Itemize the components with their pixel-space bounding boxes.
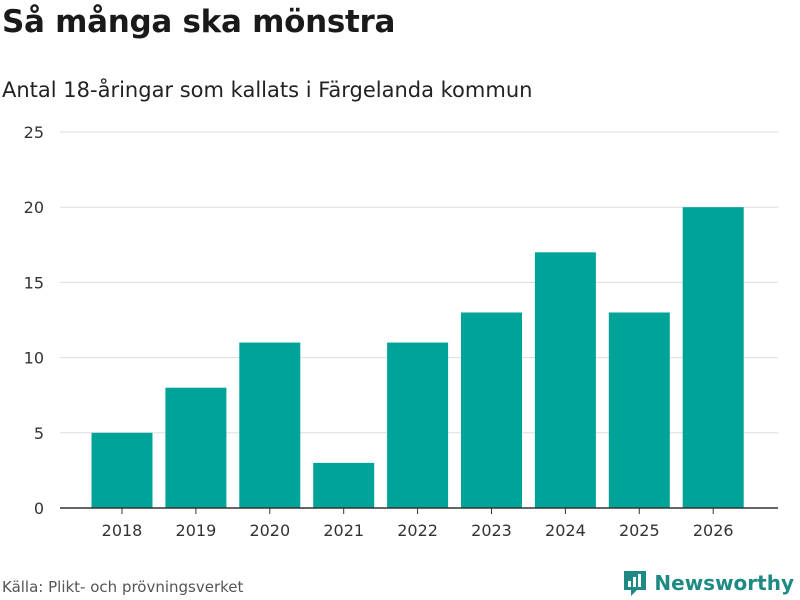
x-tick-label: 2025 — [619, 521, 660, 540]
axis-layer — [60, 507, 778, 514]
y-tick-label: 25 — [24, 123, 44, 142]
brand-name: Newsworthy — [654, 571, 794, 595]
y-tick-label: 10 — [24, 349, 44, 368]
bar-2020[interactable] — [239, 342, 301, 508]
x-tick-label: 2023 — [471, 521, 512, 540]
x-tick-label: 2026 — [693, 521, 734, 540]
bar-layer — [91, 207, 744, 508]
bar-2025[interactable] — [608, 312, 670, 508]
x-tick-label: 2018 — [102, 521, 143, 540]
brand-logo[interactable]: Newsworthy — [622, 568, 794, 598]
x-tick-label: 2020 — [249, 521, 290, 540]
bar-2022[interactable] — [387, 342, 449, 508]
bar-2023[interactable] — [461, 312, 522, 508]
chart-subtitle: Antal 18-åringar som kallats i Färgeland… — [2, 78, 533, 102]
x-tick-label: 2022 — [397, 521, 438, 540]
x-tick-label: 2024 — [545, 521, 586, 540]
source-note: Källa: Plikt- och prövningsverket — [2, 578, 244, 596]
y-tick-label: 5 — [34, 424, 44, 443]
x-tick-label: 2021 — [323, 521, 364, 540]
chart-title: Så många ska mönstra — [2, 4, 396, 40]
y-tick-label: 0 — [34, 499, 44, 518]
bar-2018[interactable] — [91, 432, 153, 508]
y-tick-label: 20 — [24, 198, 44, 217]
bar-2026[interactable] — [682, 207, 744, 508]
x-tick-label: 2019 — [176, 521, 217, 540]
bar-2021[interactable] — [313, 462, 375, 508]
bar-2024[interactable] — [534, 252, 596, 508]
y-tick-label: 15 — [24, 273, 44, 292]
newsworthy-icon — [624, 571, 647, 596]
bar-2019[interactable] — [165, 387, 227, 508]
